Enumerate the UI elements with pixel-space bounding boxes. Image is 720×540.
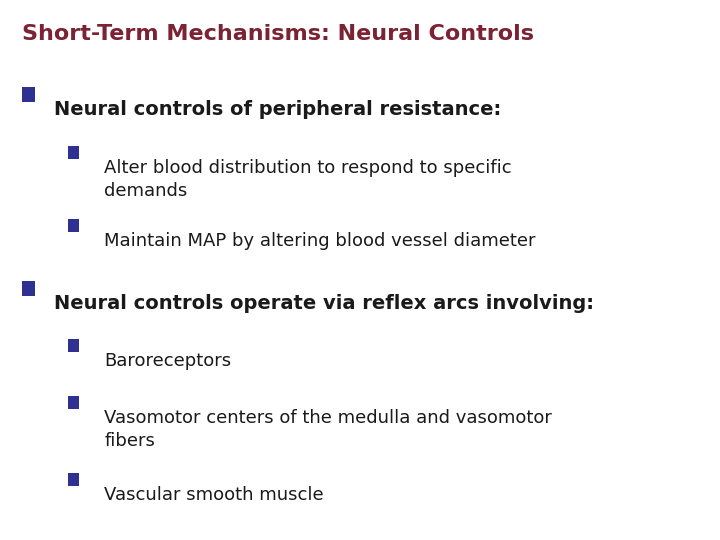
Text: Maintain MAP by altering blood vessel diameter: Maintain MAP by altering blood vessel di…: [104, 232, 536, 250]
Text: Vasomotor centers of the medulla and vasomotor
fibers: Vasomotor centers of the medulla and vas…: [104, 409, 552, 450]
Text: Vascular smooth muscle: Vascular smooth muscle: [104, 486, 324, 504]
Text: Short-Term Mechanisms: Neural Controls: Short-Term Mechanisms: Neural Controls: [22, 24, 534, 44]
FancyBboxPatch shape: [68, 146, 79, 159]
Text: Baroreceptors: Baroreceptors: [104, 352, 232, 370]
Text: Neural controls operate via reflex arcs involving:: Neural controls operate via reflex arcs …: [54, 294, 594, 313]
FancyBboxPatch shape: [22, 87, 35, 102]
Text: Alter blood distribution to respond to specific
demands: Alter blood distribution to respond to s…: [104, 159, 512, 200]
Text: Neural controls of peripheral resistance:: Neural controls of peripheral resistance…: [54, 100, 501, 119]
FancyBboxPatch shape: [68, 473, 79, 486]
FancyBboxPatch shape: [22, 281, 35, 296]
FancyBboxPatch shape: [68, 219, 79, 232]
FancyBboxPatch shape: [68, 396, 79, 409]
FancyBboxPatch shape: [68, 339, 79, 352]
